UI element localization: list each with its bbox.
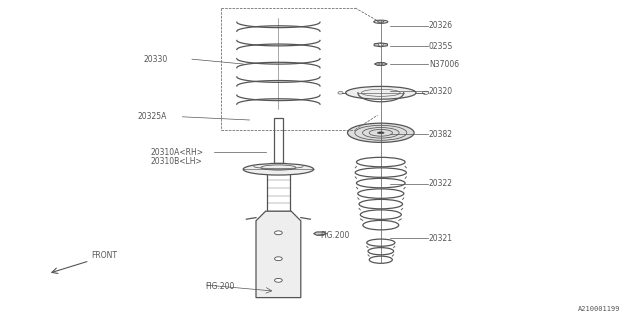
Ellipse shape <box>374 20 388 23</box>
Bar <box>270 163 287 169</box>
Ellipse shape <box>360 210 401 220</box>
Ellipse shape <box>369 256 392 263</box>
Polygon shape <box>314 232 326 235</box>
Text: FRONT: FRONT <box>92 252 118 260</box>
Ellipse shape <box>367 239 395 246</box>
Circle shape <box>379 63 383 65</box>
Circle shape <box>275 278 282 282</box>
Text: 20330: 20330 <box>144 55 168 64</box>
Polygon shape <box>374 63 387 65</box>
Text: FIG.200: FIG.200 <box>205 282 234 291</box>
Ellipse shape <box>356 157 405 167</box>
Ellipse shape <box>358 189 404 198</box>
Bar <box>271 169 286 172</box>
Circle shape <box>275 257 282 261</box>
Bar <box>267 172 290 211</box>
Text: 20382: 20382 <box>429 130 453 139</box>
Ellipse shape <box>243 164 314 175</box>
Circle shape <box>422 91 429 94</box>
Text: 20326: 20326 <box>429 21 453 30</box>
Text: 20310A<RH>: 20310A<RH> <box>150 148 204 156</box>
Text: 20325A: 20325A <box>138 112 167 121</box>
Ellipse shape <box>368 248 394 255</box>
Ellipse shape <box>346 86 416 99</box>
Polygon shape <box>256 211 301 298</box>
Text: FIG.200: FIG.200 <box>320 231 349 240</box>
Ellipse shape <box>363 220 399 230</box>
Ellipse shape <box>378 132 384 134</box>
Ellipse shape <box>348 123 414 142</box>
Text: 0235S: 0235S <box>429 42 453 51</box>
Text: A210001199: A210001199 <box>579 306 621 312</box>
Text: 20321: 20321 <box>429 234 453 243</box>
Bar <box>274 118 283 163</box>
Text: 20320: 20320 <box>429 87 453 96</box>
Ellipse shape <box>359 199 403 209</box>
Circle shape <box>338 92 343 94</box>
Circle shape <box>378 44 383 46</box>
Circle shape <box>275 231 282 235</box>
Text: 20310B<LH>: 20310B<LH> <box>150 157 202 166</box>
Text: N37006: N37006 <box>429 60 459 68</box>
Polygon shape <box>374 43 387 47</box>
Ellipse shape <box>355 168 406 177</box>
Ellipse shape <box>356 178 405 188</box>
Ellipse shape <box>378 21 384 23</box>
Text: 20322: 20322 <box>429 180 453 188</box>
